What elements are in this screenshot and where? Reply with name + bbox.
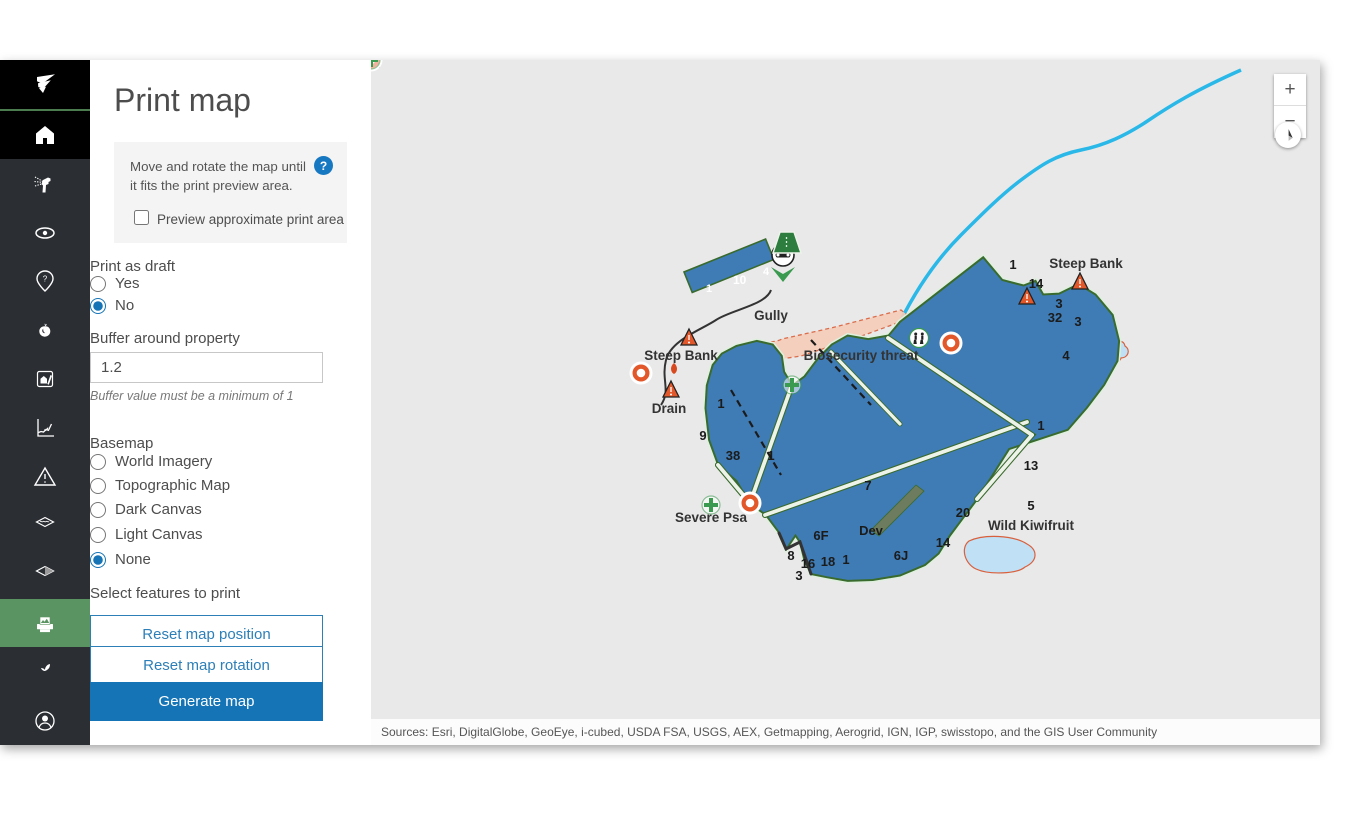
svg-text:5: 5	[1027, 498, 1034, 513]
svg-text:18: 18	[821, 554, 835, 569]
svg-text:?: ?	[43, 275, 48, 284]
svg-text:10: 10	[733, 273, 747, 287]
svg-text:Dev: Dev	[859, 523, 884, 538]
svg-text:14: 14	[936, 535, 951, 550]
svg-text:32: 32	[1048, 310, 1062, 325]
svg-text:1: 1	[1009, 257, 1016, 272]
svg-text:7: 7	[864, 478, 871, 493]
svg-text:Gully: Gully	[754, 308, 788, 323]
svg-text:Wild Kiwifruit: Wild Kiwifruit	[988, 518, 1075, 533]
svg-text:1: 1	[717, 396, 724, 411]
svg-text:Drain: Drain	[652, 401, 687, 416]
svg-text:20: 20	[956, 505, 970, 520]
svg-text:Steep Bank: Steep Bank	[1049, 256, 1123, 271]
svg-text:Biosecurity threat: Biosecurity threat	[804, 348, 919, 363]
svg-text:Steep Bank: Steep Bank	[644, 348, 718, 363]
svg-text:3: 3	[1074, 314, 1081, 329]
svg-text:1: 1	[706, 283, 712, 295]
svg-text:16: 16	[801, 556, 815, 571]
svg-text:13: 13	[1024, 458, 1038, 473]
svg-text:1: 1	[767, 448, 774, 463]
svg-text:8: 8	[787, 548, 794, 563]
svg-text:6J: 6J	[894, 548, 908, 563]
svg-text:3: 3	[795, 568, 802, 583]
svg-text:6F: 6F	[813, 528, 828, 543]
svg-text:9: 9	[699, 428, 706, 443]
svg-text:38: 38	[726, 448, 740, 463]
svg-text:14: 14	[1029, 276, 1044, 291]
svg-text:1: 1	[1037, 418, 1044, 433]
svg-text:4: 4	[763, 266, 770, 278]
svg-text:4: 4	[1062, 348, 1070, 363]
svg-text:1: 1	[842, 552, 849, 567]
svg-text:3: 3	[1055, 296, 1062, 311]
